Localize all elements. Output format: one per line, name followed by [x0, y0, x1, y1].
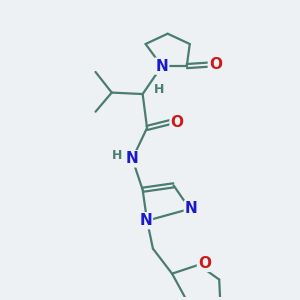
Text: N: N	[155, 58, 168, 74]
Text: O: O	[198, 256, 211, 271]
Text: O: O	[209, 57, 222, 72]
Text: H: H	[112, 149, 122, 162]
Text: O: O	[171, 115, 184, 130]
Text: N: N	[139, 213, 152, 228]
Text: N: N	[185, 201, 198, 216]
Text: H: H	[154, 83, 164, 96]
Text: N: N	[126, 151, 139, 166]
